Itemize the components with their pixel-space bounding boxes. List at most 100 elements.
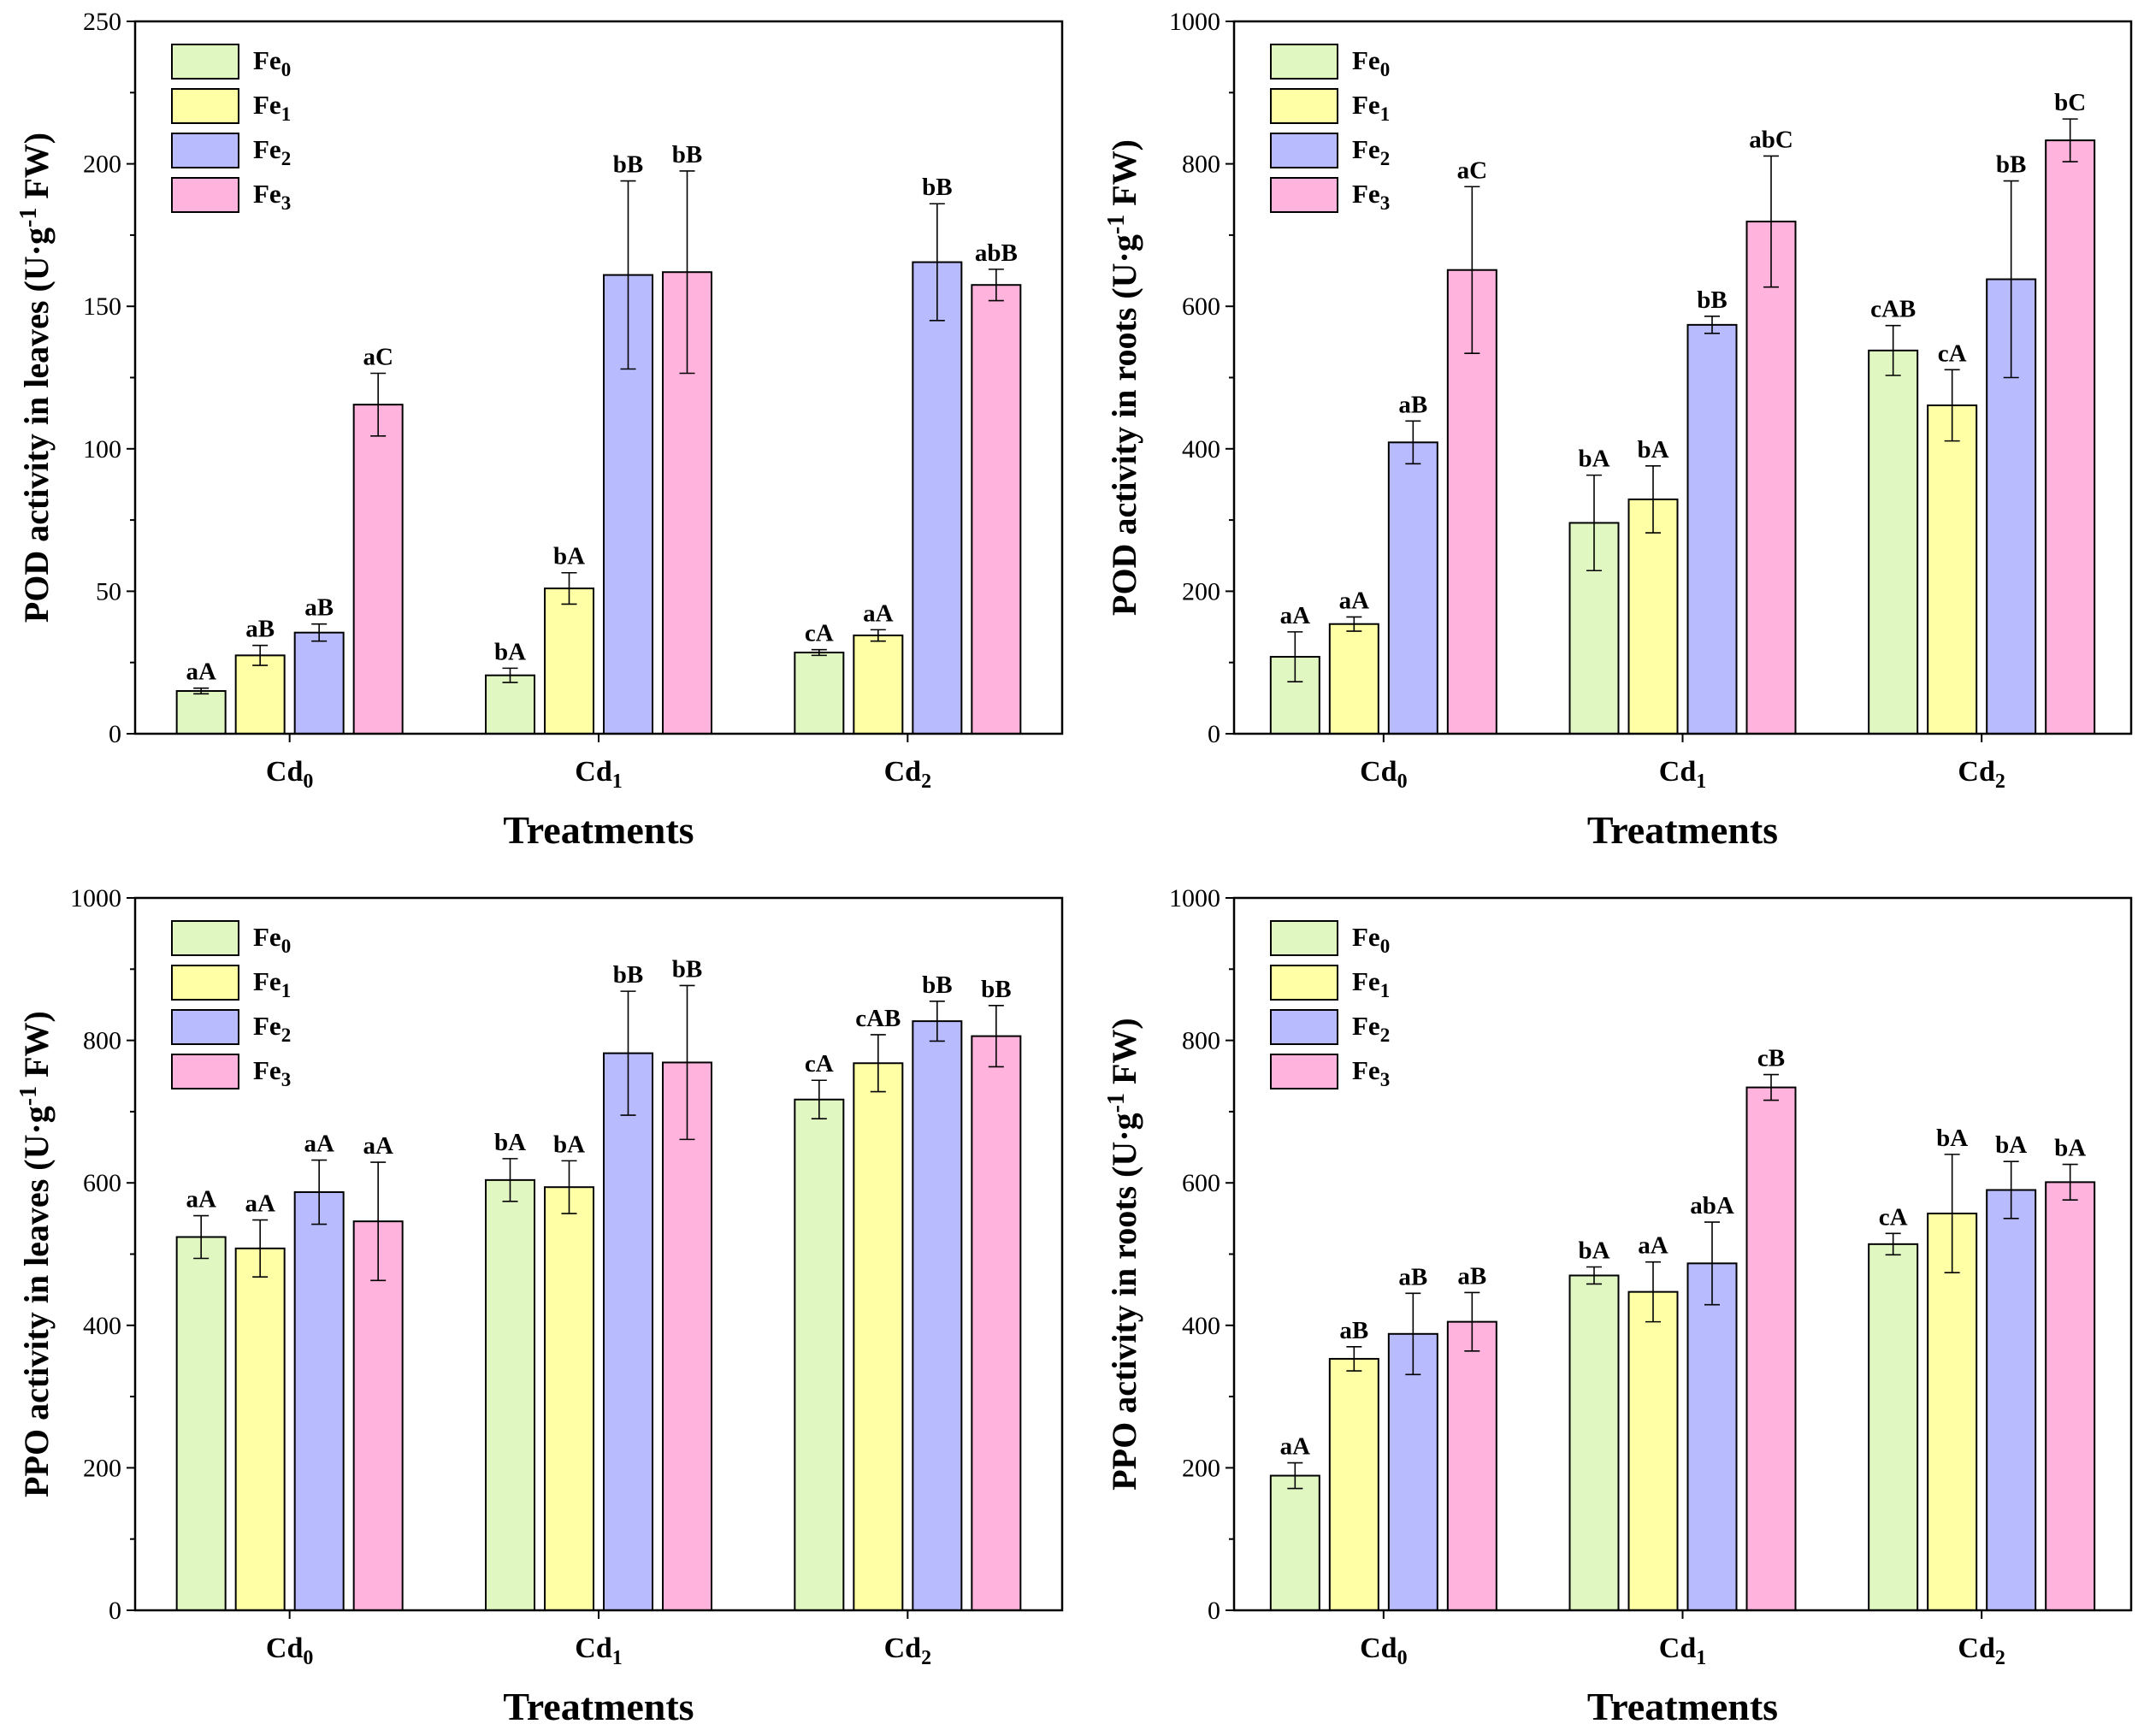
- legend-label-base: Fe: [253, 1011, 281, 1041]
- x-category-base: Cd: [1659, 1633, 1697, 1664]
- legend-label: Fe0: [253, 45, 291, 80]
- legend-swatch: [1270, 920, 1338, 956]
- y-tick-label: 0: [1208, 1597, 1220, 1625]
- y-tick-label: 100: [83, 435, 121, 464]
- y-tick-label: 800: [1182, 1027, 1220, 1055]
- x-category-label: Cd2: [884, 1633, 931, 1669]
- significance-label: aB: [1339, 1317, 1368, 1344]
- legend-label-base: Fe: [1352, 922, 1380, 952]
- y-axis-title-superscript: -1: [1103, 1093, 1130, 1113]
- legend-label: Fe3: [1352, 1055, 1390, 1090]
- bar-2-s2-c2: [912, 1020, 963, 1611]
- legend-swatch: [1270, 1054, 1338, 1089]
- bar-3-s2-c2: [1986, 1189, 2037, 1611]
- significance-label: cA: [805, 1050, 834, 1078]
- y-tick-label: 600: [1182, 1169, 1220, 1197]
- bar-2-s0-c0: [175, 1236, 227, 1611]
- legend-label: Fe2: [253, 134, 291, 169]
- legend-label-subscript: 1: [281, 980, 292, 1001]
- x-category-subscript: 0: [303, 771, 313, 793]
- legend-label-subscript: 0: [281, 59, 292, 80]
- legend-label-base: Fe: [1352, 1011, 1380, 1041]
- significance-label: cAB: [855, 1005, 901, 1032]
- bar-0-s3-c2: [971, 284, 1022, 735]
- legend-swatch: [171, 177, 239, 213]
- significance-label: cA: [1879, 1203, 1908, 1231]
- legend-label-subscript: 0: [281, 936, 292, 957]
- legend-label-base: Fe: [253, 179, 281, 209]
- legend-swatch: [1270, 133, 1338, 168]
- x-category-label: Cd0: [266, 756, 313, 793]
- legend-label-base: Fe: [1352, 966, 1380, 996]
- y-axis-title-main: POD activity in roots (U·g: [1105, 234, 1143, 616]
- legend-label-base: Fe: [1352, 1055, 1380, 1085]
- bar-1-s2-c0: [1387, 441, 1438, 735]
- significance-label: aB: [304, 594, 334, 622]
- significance-label: bB: [922, 971, 952, 999]
- y-axis-title-tail: FW): [17, 133, 56, 208]
- y-tick-label: 1000: [1169, 8, 1220, 36]
- x-category-base: Cd: [1659, 756, 1697, 788]
- legend-swatch: [1270, 44, 1338, 80]
- legend-swatch: [1270, 177, 1338, 213]
- x-category-label: Cd0: [1360, 756, 1407, 793]
- x-category-base: Cd: [1958, 1633, 1995, 1664]
- x-category-subscript: 0: [303, 1647, 313, 1669]
- significance-label: aA: [1280, 1433, 1311, 1461]
- bar-3-s2-c1: [1686, 1262, 1738, 1611]
- legend-swatch: [171, 88, 239, 124]
- x-category-subscript: 2: [921, 771, 931, 793]
- significance-label: bB: [672, 955, 702, 983]
- bar-1-s2-c1: [1686, 323, 1738, 735]
- significance-label: aB: [1398, 1263, 1427, 1290]
- significance-label: aA: [186, 658, 216, 686]
- y-axis-title: PPO activity in roots (U·g-1 FW): [1103, 1018, 1143, 1491]
- legend-swatch: [171, 965, 239, 1001]
- legend-label-base: Fe: [1352, 134, 1380, 164]
- significance-label: aA: [1638, 1232, 1668, 1260]
- significance-label: bB: [613, 151, 643, 179]
- significance-label: aA: [1280, 602, 1311, 629]
- legend-label-base: Fe: [253, 45, 281, 75]
- y-axis-title: POD activity in roots (U·g-1 FW): [1103, 139, 1143, 616]
- legend-label-subscript: 2: [1380, 1024, 1391, 1046]
- chart-pod-leaves: aAbAcAaBbAaAaBbBbBaCbBabB050100150200250…: [15, 8, 1064, 852]
- y-axis-title-main: PPO activity in leaves (U·g: [17, 1106, 56, 1497]
- legend-label: Fe0: [1352, 922, 1390, 957]
- bar-1-s0-c2: [1868, 349, 1919, 735]
- bar-0-s0-c2: [794, 652, 845, 735]
- y-axis-title-main: PPO activity in roots (U·g: [1105, 1113, 1143, 1490]
- x-category-base: Cd: [1958, 756, 1995, 788]
- bar-3-s1-c2: [1927, 1213, 1978, 1611]
- legend-label: Fe3: [253, 179, 291, 214]
- bar-0-s1-c2: [853, 635, 904, 735]
- significance-label: aA: [863, 599, 894, 627]
- bar-3-s3-c1: [1745, 1086, 1797, 1611]
- significance-label: bB: [922, 174, 952, 201]
- legend-label-subscript: 3: [281, 192, 292, 214]
- legend-label: Fe1: [1352, 90, 1390, 125]
- legend-label-base: Fe: [253, 922, 281, 952]
- significance-label: bA: [1637, 436, 1668, 464]
- y-tick-label: 0: [109, 720, 121, 748]
- y-axis-title-main: POD activity in leaves (U·g: [17, 227, 56, 623]
- legend-label-base: Fe: [1352, 90, 1380, 120]
- x-category-label: Cd2: [884, 756, 931, 793]
- x-category-subscript: 0: [1397, 1647, 1408, 1669]
- significance-label: cB: [1757, 1045, 1785, 1072]
- bar-1-s3-c1: [1745, 221, 1797, 735]
- x-category-label: Cd1: [1659, 1633, 1706, 1669]
- legend-swatch: [171, 133, 239, 168]
- x-category-subscript: 1: [612, 1647, 623, 1669]
- bar-1-s3-c2: [2045, 139, 2096, 735]
- legend-label-subscript: 2: [281, 148, 292, 169]
- bar-3-s0-c2: [1868, 1243, 1919, 1611]
- legend-label: Fe3: [253, 1055, 291, 1090]
- y-tick-label: 200: [1182, 577, 1220, 605]
- y-tick-label: 400: [1182, 1312, 1220, 1340]
- legend-label: Fe1: [253, 90, 291, 125]
- x-category-base: Cd: [884, 756, 922, 788]
- x-category-label: Cd0: [1360, 1633, 1407, 1669]
